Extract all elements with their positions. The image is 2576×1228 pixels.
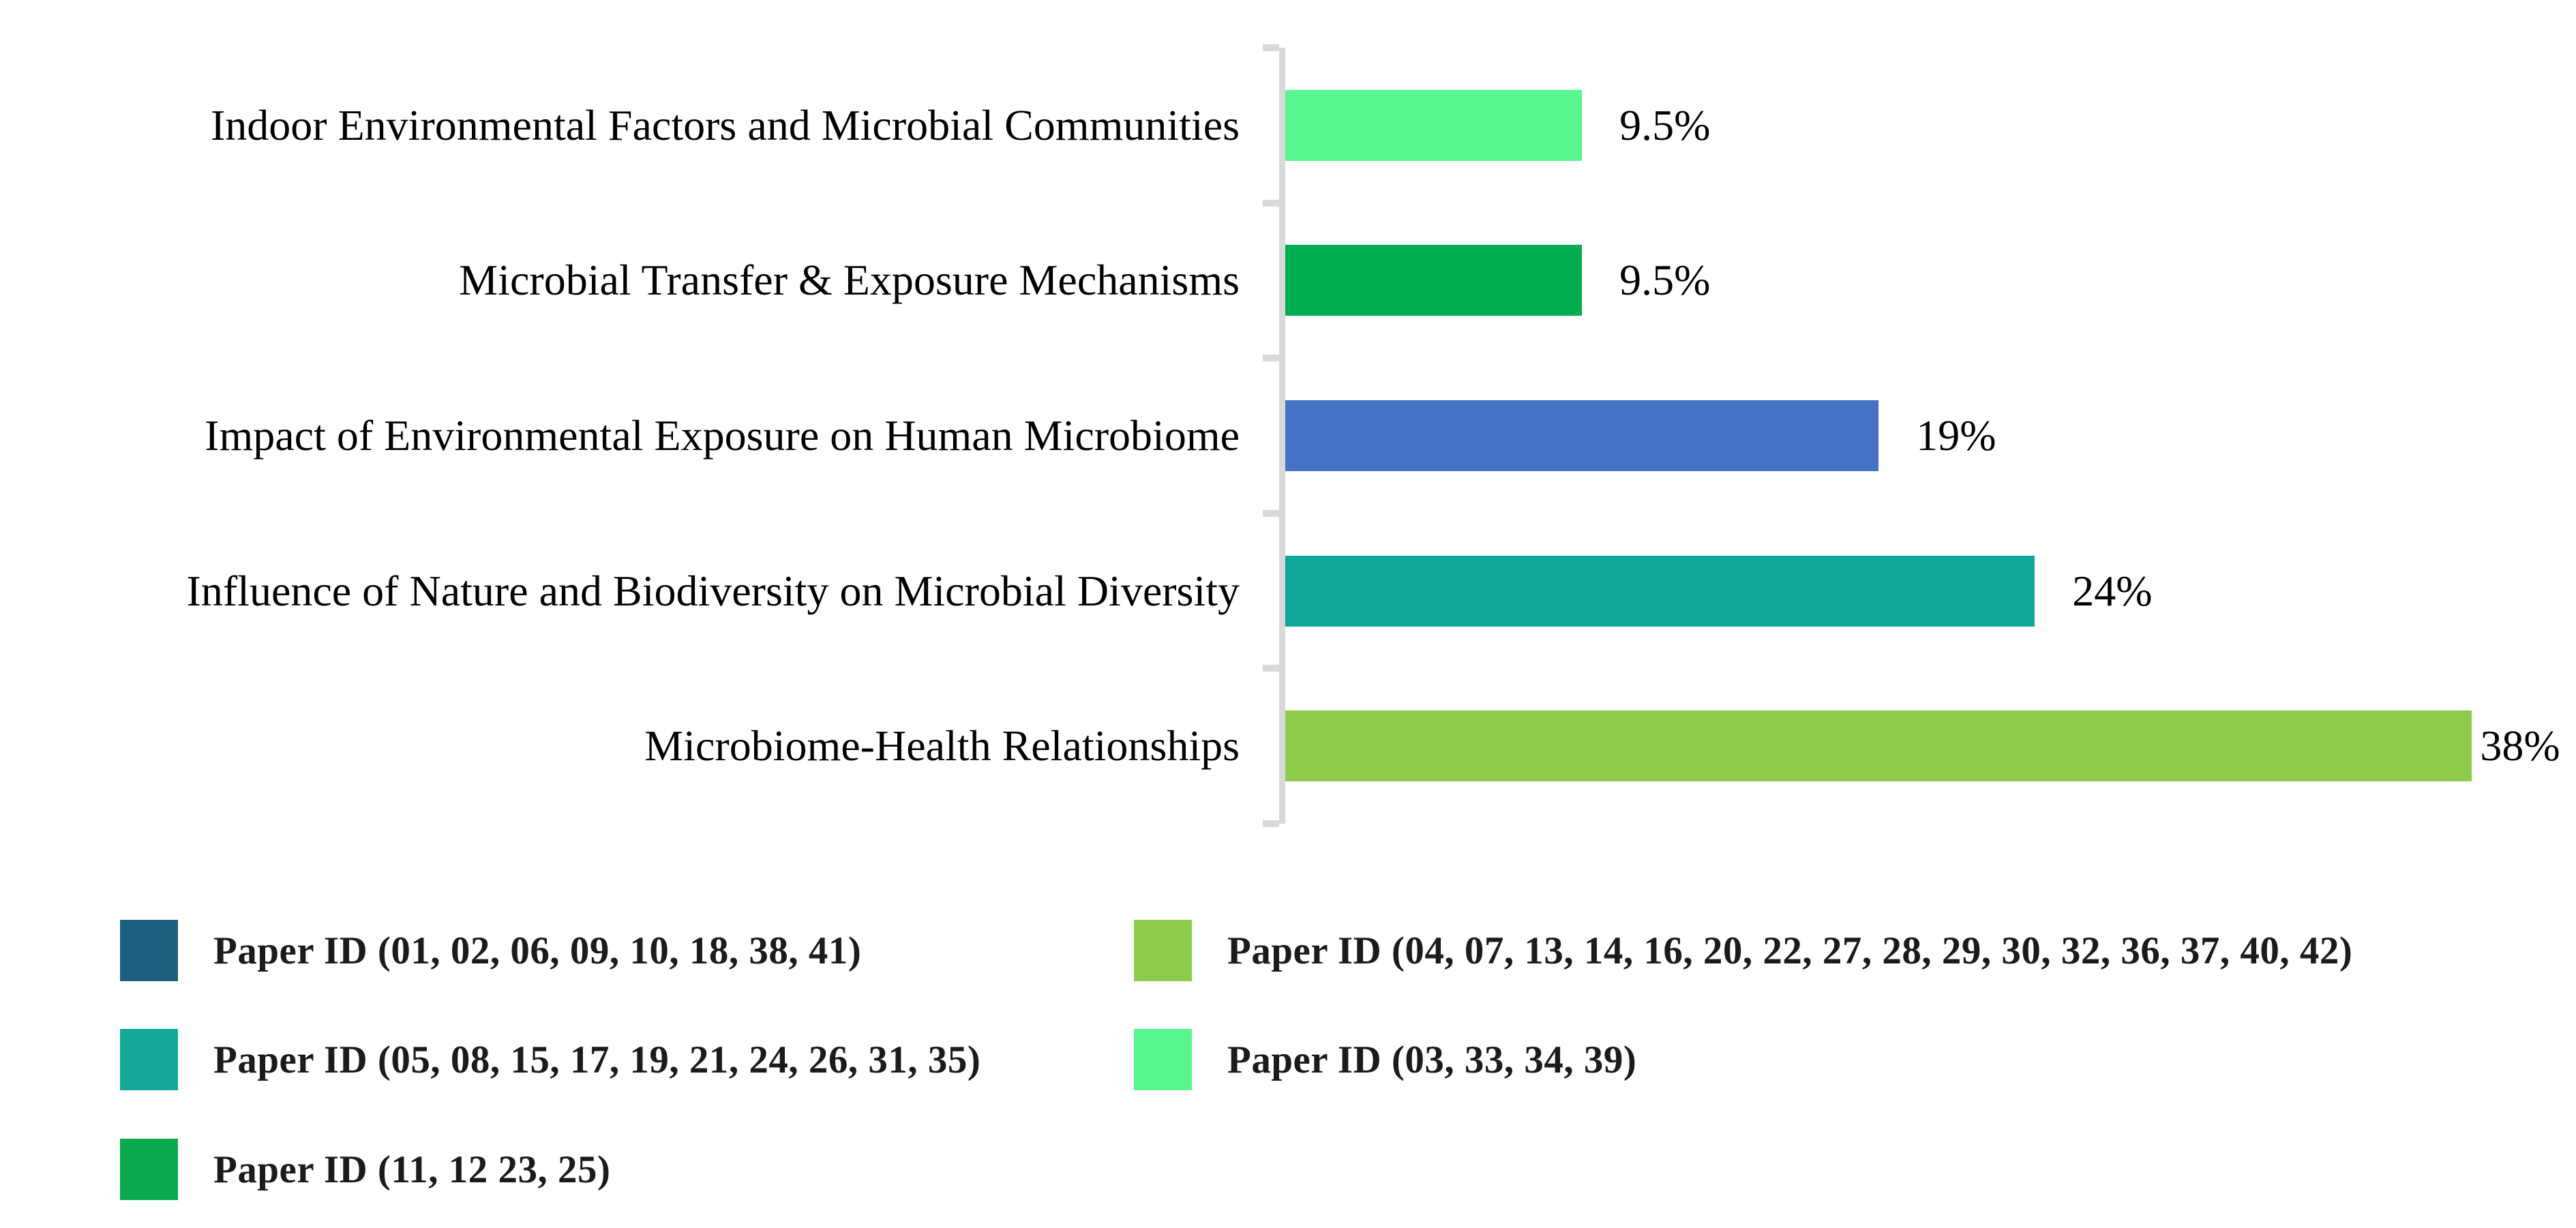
value-label: 24% <box>2072 567 2153 615</box>
value-label: 19% <box>1916 411 1996 460</box>
axis-tick <box>1263 509 1279 517</box>
bar <box>1285 710 2472 781</box>
y-axis-line <box>1279 48 1285 824</box>
legend-color-swatch <box>1134 1029 1192 1090</box>
axis-tick <box>1263 44 1279 51</box>
legend-color-swatch <box>120 1139 178 1200</box>
bar <box>1285 90 1583 161</box>
legend-label: Paper ID (01, 02, 06, 09, 10, 18, 38, 41… <box>213 929 862 972</box>
legend-item: Paper ID (03, 33, 34, 39) <box>1134 1029 1636 1090</box>
legend-color-swatch <box>1134 920 1192 981</box>
bar <box>1285 400 1879 471</box>
category-label: Impact of Environmental Exposure on Huma… <box>205 411 1240 460</box>
category-label: Indoor Environmental Factors and Microbi… <box>210 101 1240 149</box>
bar <box>1285 556 2035 627</box>
axis-tick <box>1263 820 1279 827</box>
legend-item: Paper ID (01, 02, 06, 09, 10, 18, 38, 41… <box>120 920 861 981</box>
category-label: Microbial Transfer & Exposure Mechanisms <box>459 256 1240 304</box>
category-label: Influence of Nature and Biodiversity on … <box>186 567 1240 615</box>
legend-label: Paper ID (11, 12 23, 25) <box>213 1148 611 1191</box>
bar <box>1285 245 1583 316</box>
value-label: 9.5% <box>1619 101 1711 149</box>
legend-item: Paper ID (05, 08, 15, 17, 19, 21, 24, 26… <box>120 1029 980 1090</box>
value-label: 38% <box>2480 721 2560 770</box>
legend-color-swatch <box>120 920 178 981</box>
category-label: Microbiome-Health Relationships <box>644 721 1240 770</box>
axis-tick <box>1263 355 1279 362</box>
plot-area: Indoor Environmental Factors and Microbi… <box>186 44 2560 827</box>
legend-label: Paper ID (05, 08, 15, 17, 19, 21, 24, 26… <box>213 1038 981 1081</box>
legend-item: Paper ID (04, 07, 13, 14, 16, 20, 22, 27… <box>1134 920 2352 981</box>
legend-label: Paper ID (04, 07, 13, 14, 16, 20, 22, 27… <box>1227 929 2353 972</box>
legend-label: Paper ID (03, 33, 34, 39) <box>1227 1038 1637 1081</box>
legend-item: Paper ID (11, 12 23, 25) <box>120 1139 611 1200</box>
axis-tick <box>1263 665 1279 672</box>
legend: Paper ID (01, 02, 06, 09, 10, 18, 38, 41… <box>0 873 2576 1228</box>
value-label: 9.5% <box>1619 256 1711 304</box>
axis-tick <box>1263 199 1279 207</box>
legend-color-swatch <box>120 1029 178 1090</box>
